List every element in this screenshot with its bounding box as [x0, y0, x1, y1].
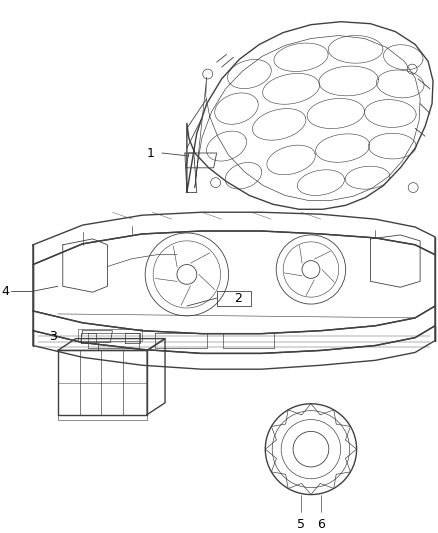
Text: 3: 3 — [49, 330, 57, 343]
Text: 6: 6 — [317, 518, 325, 531]
Text: 4: 4 — [1, 285, 9, 298]
Text: 2: 2 — [234, 292, 242, 305]
Text: 5: 5 — [297, 518, 305, 531]
Text: 1: 1 — [146, 147, 154, 159]
